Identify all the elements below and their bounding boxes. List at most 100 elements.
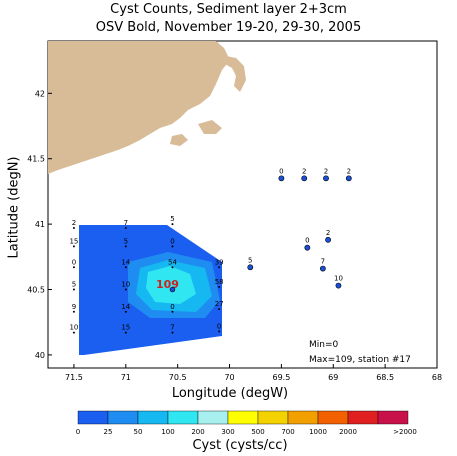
grid-station-value-label: 54 (168, 258, 177, 266)
y-tick-label: 41 (35, 220, 45, 229)
station-value-label: 10 (334, 275, 343, 283)
grid-station-marker (171, 266, 174, 269)
x-tick-label: 69 (328, 373, 338, 382)
colorbar-tick-label: 50 (134, 428, 143, 436)
colorbar-swatch (287, 410, 319, 425)
station-marker (345, 175, 352, 182)
colorbar-tick-label: >2000 (393, 428, 417, 436)
station-marker (325, 236, 331, 243)
grid-station-marker (218, 330, 221, 333)
grid-station-marker (218, 285, 221, 288)
station-marker (278, 175, 285, 182)
grid-station-marker (72, 288, 75, 291)
grid-station-marker (171, 245, 174, 248)
grid-station-value-label: 2 (72, 219, 76, 227)
colorbar-swatch (137, 410, 169, 425)
colorbar-tick-label: 1000 (309, 428, 327, 436)
y-tick-label: 40 (35, 351, 45, 360)
grid-station-value-label: 15 (69, 237, 78, 245)
min-annotation: Min=0 (309, 340, 339, 350)
contour-peak (146, 266, 196, 304)
grid-station-value-label: 10 (69, 324, 78, 332)
grid-station-marker (72, 245, 75, 248)
x-tick-label: 68.5 (376, 373, 394, 382)
colorbar-swatch (227, 410, 259, 425)
map-title-line1: Cyst Counts, Sediment layer 2+3cm (110, 2, 347, 17)
grid-station-marker (171, 223, 174, 226)
map-title-line2: OSV Bold, November 19-20, 29-30, 2005 (95, 20, 362, 35)
station-value-label: 0 (305, 237, 309, 245)
station-marker (323, 175, 329, 182)
station-value-label: 2 (347, 167, 351, 175)
grid-station-marker (72, 266, 75, 269)
grid-station-marker (72, 331, 75, 334)
station-value-label: 7 (321, 258, 325, 266)
x-tick-label: 68 (432, 373, 442, 382)
colorbar-tick-label: 500 (251, 428, 264, 436)
grid-station-marker (218, 266, 221, 269)
grid-station-value-label: 9 (72, 303, 76, 311)
colorbar-swatch (317, 410, 349, 425)
station-marker (304, 244, 311, 251)
colorbar-tick-label: 2000 (339, 428, 357, 436)
grid-station-value-label: 58 (215, 278, 224, 286)
grid-station-value-label: 27 (215, 300, 224, 308)
station-marker (247, 264, 254, 271)
grid-station-marker (124, 227, 127, 230)
land-new-england (48, 41, 246, 174)
x-tick-label: 69.5 (272, 373, 290, 382)
x-axis-label: Longitude (degW) (171, 386, 289, 401)
peak-station-marker (169, 286, 176, 293)
y-axis-label: Latitude (degN) (6, 156, 22, 259)
grid-station-value-label: 5 (124, 237, 128, 245)
grid-station-marker (171, 310, 174, 313)
peak-value-label: 109 (156, 278, 179, 291)
grid-station-marker (124, 288, 127, 291)
colorbar-tick-label: 100 (161, 428, 174, 436)
grid-station-marker (124, 266, 127, 269)
colorbar-swatch (107, 410, 139, 425)
grid-station-value-label: 5 (72, 281, 76, 289)
station-value-label: 2 (326, 229, 330, 237)
grid-station-value-label: 0 (170, 303, 174, 311)
station-value-label: 5 (248, 256, 252, 264)
colorbar-swatch (377, 410, 409, 425)
y-tick-label: 41.5 (27, 155, 45, 164)
grid-station-marker (124, 245, 127, 248)
grid-station-value-label: 14 (121, 303, 130, 311)
y-tick-label: 42 (35, 89, 45, 98)
station-marker (335, 282, 342, 289)
colorbar-swatch (77, 410, 109, 425)
colorbar-tick-label: 700 (281, 428, 294, 436)
grid-station-value-label: 0 (72, 258, 76, 266)
colorbar-swatch (167, 410, 199, 425)
colorbar-swatch (257, 410, 289, 425)
grid-station-value-label: 14 (121, 258, 130, 266)
station-value-label: 2 (324, 167, 328, 175)
grid-station-value-label: 7 (124, 219, 128, 227)
grid-station-marker (124, 331, 127, 334)
grid-station-value-label: 15 (121, 324, 130, 332)
x-tick-label: 70 (224, 373, 234, 382)
station-value-label: 0 (279, 167, 283, 175)
grid-station-value-label: 0 (217, 322, 221, 330)
colorbar-swatch (197, 410, 229, 425)
grid-station-value-label: 5 (170, 215, 174, 223)
grid-station-value-label: 39 (215, 258, 224, 266)
colorbar-swatch (347, 410, 379, 425)
colorbar-tick-label: 25 (104, 428, 113, 436)
grid-station-marker (72, 310, 75, 313)
station-marker (319, 265, 326, 272)
x-tick-label: 71 (121, 373, 131, 382)
x-tick-label: 70.5 (169, 373, 187, 382)
colorbar-tick-label: 0 (76, 428, 80, 436)
max-annotation: Max=109, station #17 (309, 355, 411, 365)
station-value-label: 2 (302, 167, 306, 175)
grid-station-marker (171, 331, 174, 334)
x-tick-label: 71.5 (65, 373, 83, 382)
y-tick-label: 40.5 (27, 286, 45, 295)
grid-station-marker (218, 308, 221, 311)
grid-station-marker (72, 227, 75, 230)
station-marker (301, 175, 308, 182)
